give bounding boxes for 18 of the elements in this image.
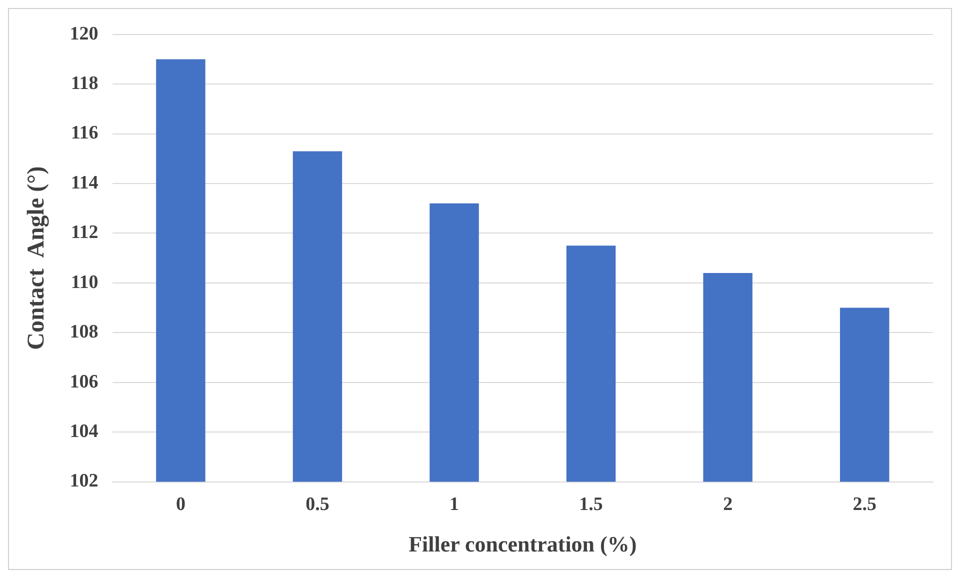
y-tick-label: 102 [70, 470, 98, 492]
y-tick-label: 104 [70, 420, 99, 442]
x-tick-label: 0 [176, 494, 186, 516]
x-tick-label: 0.5 [306, 494, 330, 516]
y-tick-label: 110 [70, 272, 98, 293]
y-tick-label: 118 [70, 73, 98, 94]
y-tick-label: 106 [70, 371, 98, 392]
x-tick-label: 2 [723, 494, 733, 516]
y-axis-title: Contact Angle (°) [24, 166, 50, 350]
x-axis-title: Filler concentration (%) [408, 531, 637, 556]
y-tick-label: 112 [70, 222, 98, 244]
x-tick-label: 1 [450, 494, 460, 516]
y-tick-label: 116 [70, 122, 98, 144]
y-tick-label: 120 [70, 23, 98, 44]
x-tick-label: 1.5 [579, 494, 603, 516]
y-tick-label: 114 [70, 172, 99, 194]
y-tick-label: 108 [70, 322, 98, 343]
x-tick-label: 2.5 [852, 494, 876, 516]
